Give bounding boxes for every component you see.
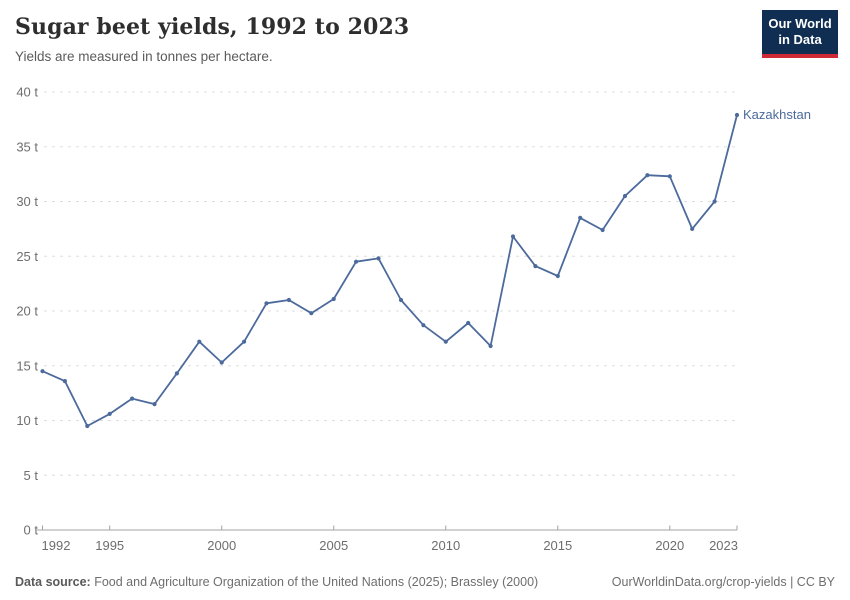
y-tick-label: 30 t [16, 194, 38, 209]
data-point[interactable] [690, 226, 695, 231]
data-point[interactable] [242, 339, 247, 344]
data-point[interactable] [62, 379, 67, 384]
data-point[interactable] [600, 227, 605, 233]
data-point[interactable] [376, 256, 381, 261]
data-point[interactable] [174, 371, 179, 376]
data-point[interactable] [40, 369, 45, 374]
data-source-label: Data source: [15, 575, 91, 589]
data-point[interactable] [443, 339, 448, 344]
data-point[interactable] [286, 297, 291, 303]
data-point[interactable] [354, 259, 359, 264]
series-line-kazakhstan[interactable] [41, 114, 738, 427]
owid-logo-line2: in Data [778, 32, 822, 48]
data-point[interactable] [578, 215, 583, 220]
data-point[interactable] [130, 396, 135, 401]
owid-logo-line1: Our World [768, 16, 832, 31]
data-point[interactable] [421, 323, 426, 328]
x-tick-label: 2005 [319, 538, 348, 553]
y-tick-label: 25 t [16, 249, 38, 264]
data-point[interactable] [264, 301, 269, 306]
data-point[interactable] [466, 320, 471, 326]
data-point[interactable] [107, 411, 112, 416]
chart-header: Sugar beet yields, 1992 to 2023 Yields a… [15, 14, 740, 64]
x-tick-label: 2000 [207, 538, 236, 553]
y-tick-label: 0 t [24, 523, 39, 538]
data-point[interactable] [309, 311, 314, 316]
y-tick-label: 40 t [16, 85, 38, 100]
owid-url-link[interactable]: OurWorldinData.org/crop-yields | CC BY [611, 575, 835, 589]
data-point[interactable] [398, 297, 404, 303]
data-point[interactable] [645, 173, 650, 178]
chart-subtitle: Yields are measured in tonnes per hectar… [15, 49, 273, 64]
data-point[interactable] [667, 174, 672, 179]
x-tick-label: 2015 [543, 538, 572, 553]
data-point[interactable] [197, 339, 202, 344]
x-tick-label: 2023 [709, 538, 738, 553]
x-tick-label: 2020 [655, 538, 684, 553]
page-title: Sugar beet yields, 1992 to 2023 [15, 14, 410, 40]
y-tick-label: 10 t [16, 413, 38, 428]
y-tick-label: 15 t [16, 358, 38, 373]
x-tick-label: 1995 [95, 538, 124, 553]
entity-label-kazakhstan[interactable]: Kazakhstan [743, 107, 811, 122]
owid-logo[interactable]: Our World in Data [762, 10, 838, 58]
data-point[interactable] [510, 234, 516, 239]
x-tick-label: 2010 [431, 538, 460, 553]
data-source-text: Food and Agriculture Organization of the… [90, 575, 539, 589]
data-source-note: Data source: Food and Agriculture Organi… [15, 575, 538, 589]
data-point[interactable] [488, 343, 493, 349]
data-point[interactable] [734, 112, 740, 118]
data-point[interactable] [331, 296, 336, 302]
y-tick-label: 5 t [24, 468, 39, 483]
data-point[interactable] [555, 273, 560, 279]
data-point[interactable] [152, 402, 157, 407]
chart-footer: Data source: Food and Agriculture Organi… [15, 575, 835, 589]
data-point[interactable] [85, 423, 90, 429]
data-point[interactable] [533, 264, 538, 269]
data-point[interactable] [219, 360, 224, 365]
data-point[interactable] [622, 193, 628, 199]
y-tick-label: 20 t [16, 304, 38, 319]
y-tick-label: 35 t [16, 139, 38, 154]
data-point[interactable] [712, 199, 717, 204]
x-tick-label: 1992 [42, 538, 71, 553]
